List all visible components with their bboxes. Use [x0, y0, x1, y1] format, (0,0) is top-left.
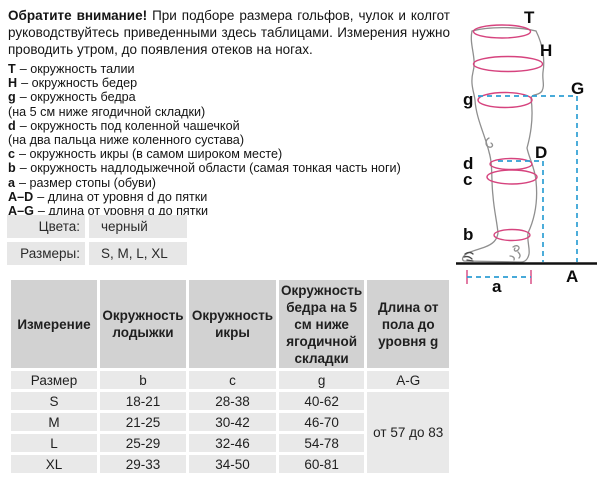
label-D: D: [535, 143, 547, 162]
measurement-ellipses: [466, 24, 544, 284]
sizes-value: S, M, L, XL: [89, 242, 187, 265]
subheader-g: g: [279, 371, 365, 389]
g-to-G-line: [478, 95, 578, 262]
colors-value: черный: [89, 215, 187, 238]
label-G: G: [571, 79, 584, 98]
size-table-header-row: Измерение Окружность лодыжки Окружность …: [11, 280, 450, 368]
legend-line-g: g – окружность бедра: [8, 90, 136, 105]
legend-line-H: H – окружность бедер: [8, 76, 138, 91]
header-length: Длина от пола до уровня g: [367, 280, 450, 368]
header-measurement: Измерение: [11, 280, 97, 368]
legend-line-d: d – окружность под коленной чашечкой: [8, 118, 240, 133]
colors-label: Цвета:: [7, 215, 85, 238]
legend-line-AD: A–D – длина от уровня d до пятки: [8, 189, 208, 204]
ellipse-T: [472, 24, 532, 39]
header-ankle: Окружность лодыжки: [100, 280, 186, 368]
intro-paragraph: Обратите внимание! При подборе размера г…: [8, 7, 450, 58]
size-table-subheader-row: Размер b c g A-G: [11, 371, 450, 389]
label-b: b: [463, 225, 473, 244]
legend-line-b: b – окружность надлодыжечной области (сам…: [8, 161, 401, 176]
toe-details: [463, 251, 474, 262]
intro-attention: Обратите внимание!: [8, 8, 148, 23]
label-T: T: [524, 8, 535, 27]
leg-measurement-diagram: T H G g D d c b a A: [456, 8, 597, 296]
colors-row: Цвета: черный: [7, 215, 187, 238]
intro-text: При подборе размера гольфов, чулок и кол…: [8, 8, 450, 57]
legend-line-T: T – окружность талии: [8, 62, 135, 76]
measurement-legend: T – окружность талии H – окружность бедер …: [8, 62, 450, 218]
table-row-M: M 21-25 30-42 46-70: [11, 413, 449, 431]
ellipse-g: [477, 91, 533, 109]
leg-outline: [461, 26, 545, 263]
subheader-AG: A-G: [367, 371, 450, 389]
dashed-measure-lines: [467, 95, 578, 278]
colors-sizes-table: Цвета: черный Размеры: S, M, L, XL: [7, 215, 187, 265]
header-thigh: Окружность бедра на 5 см ниже ягодичной …: [279, 280, 365, 368]
label-A: A: [566, 267, 578, 286]
legend-line-g-note: (на 5 см ниже ягодичной складки): [8, 104, 206, 119]
legend-line-a: a – размер стопы (обуви): [8, 175, 156, 190]
d-to-D-line: [498, 160, 544, 262]
label-g: g: [463, 90, 473, 109]
subheader-c: c: [189, 371, 276, 389]
label-c: c: [463, 170, 472, 189]
legend-line-AG: A–G – длина от уровня g до пятки: [8, 204, 209, 219]
ellipse-c: [486, 169, 538, 185]
table-row-L: L 25-29 32-46 54-78: [11, 434, 449, 452]
label-d: d: [463, 154, 473, 173]
legend-line-d-note: (на два пальца ниже коленного сустава): [8, 133, 245, 148]
legend-line-c: c – окружность икры (в самом широком мест…: [8, 147, 283, 162]
sizes-row: Размеры: S, M, L, XL: [7, 242, 187, 265]
ellipse-b: [493, 228, 531, 242]
header-calf: Окружность икры: [189, 280, 276, 368]
size-table-wrap: Измерение Окружность лодыжки Окружность …: [8, 277, 453, 476]
subheader-b: b: [100, 371, 186, 389]
text-column: Обратите внимание! При подборе размера г…: [8, 7, 450, 218]
merged-length-cell: от 57 до 83: [367, 392, 450, 473]
size-table: Измерение Окружность лодыжки Окружность …: [8, 277, 453, 476]
subheader-size: Размер: [11, 371, 97, 389]
label-a: a: [492, 277, 502, 296]
ellipse-H: [472, 55, 544, 73]
sizes-label: Размеры:: [7, 242, 85, 265]
table-row-XL: XL 29-33 34-50 60-81: [11, 455, 449, 473]
table-row-S: S 18-21 28-38 40-62 от 57 до 83: [11, 392, 450, 473]
label-H: H: [540, 41, 552, 60]
